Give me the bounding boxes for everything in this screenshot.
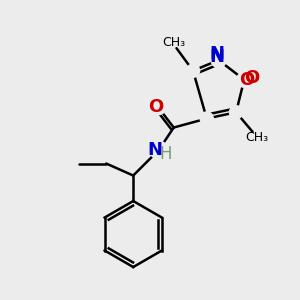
Text: N: N — [148, 141, 163, 159]
Text: H: H — [159, 145, 172, 163]
Circle shape — [200, 112, 213, 125]
Text: O: O — [240, 71, 255, 89]
Circle shape — [211, 52, 226, 68]
Text: N: N — [210, 48, 225, 66]
Circle shape — [150, 141, 168, 159]
Text: O: O — [244, 69, 259, 87]
Text: N: N — [210, 44, 225, 62]
Circle shape — [152, 101, 165, 115]
Circle shape — [230, 106, 243, 119]
Circle shape — [237, 72, 252, 87]
Text: CH₃: CH₃ — [245, 131, 268, 144]
Circle shape — [186, 64, 200, 77]
Text: O: O — [148, 98, 164, 116]
Text: CH₃: CH₃ — [162, 36, 185, 49]
